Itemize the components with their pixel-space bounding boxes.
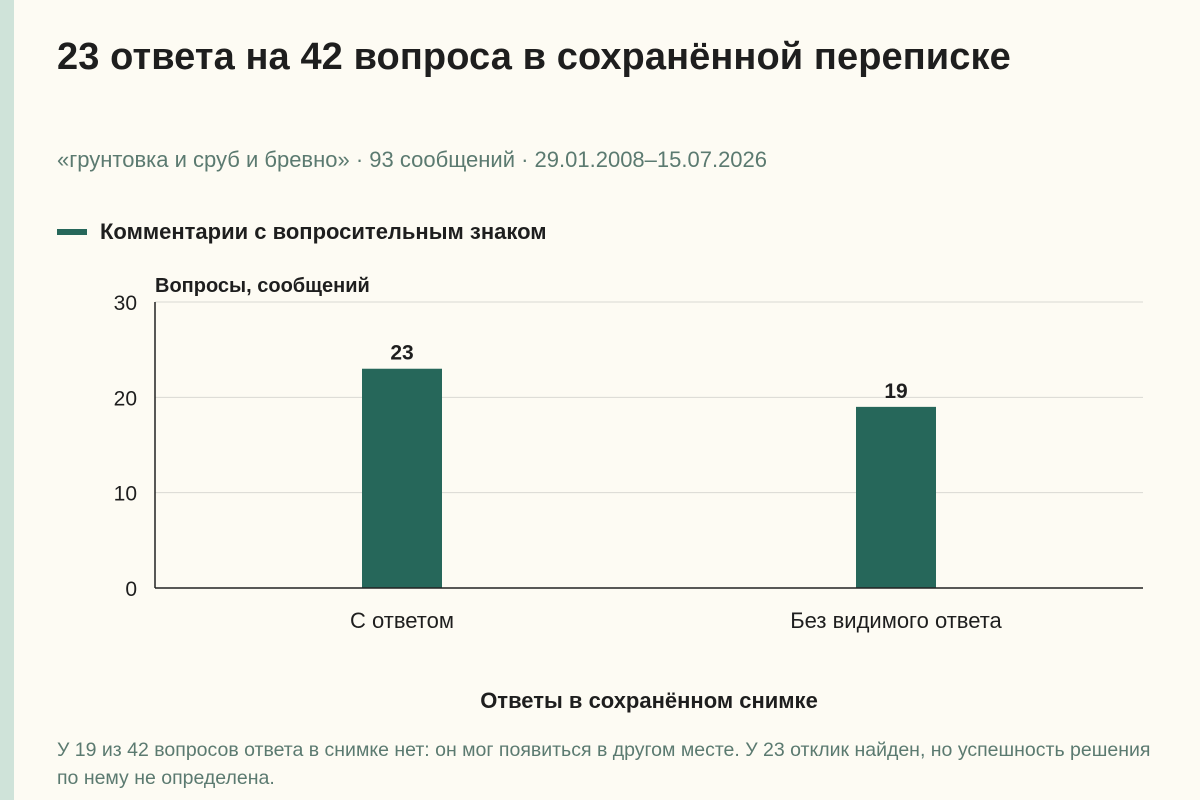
bar-chart: 0 10 20 30 Вопросы, сообщений 23 19 С ответо… (114, 275, 1143, 713)
page-title: 23 ответа на 42 вопроса в сохранённой пе… (57, 36, 1011, 78)
y-tick-label: 20 (114, 387, 137, 410)
x-tick-label: С ответом (350, 608, 454, 633)
x-axis-label: Ответы в сохранённом снимке (480, 688, 818, 713)
x-tick-label: Без видимого ответа (790, 608, 1002, 633)
subtitle: «грунтовка и сруб и бревно» · 93 сообщен… (57, 147, 768, 172)
bar (362, 368, 442, 588)
y-axis-label: Вопросы, сообщений (155, 275, 370, 297)
footnote: У 19 из 42 вопросов ответа в снимке нет:… (57, 739, 1151, 789)
data-labels: 23 19 (390, 342, 907, 403)
left-accent-strip (0, 0, 14, 800)
y-tick-label: 0 (125, 578, 137, 601)
grid-lines (155, 301, 1143, 494)
data-label: 23 (390, 342, 413, 365)
legend: Комментарии с вопросительным знаком (57, 219, 547, 245)
data-label: 19 (884, 380, 907, 403)
y-tick-label: 10 (114, 483, 137, 506)
legend-swatch (57, 229, 87, 235)
bars (362, 368, 936, 588)
y-tick-label: 30 (114, 292, 137, 315)
y-tick-labels: 0 10 20 30 (114, 292, 137, 601)
legend-label: Комментарии с вопросительным знаком (100, 219, 547, 244)
x-tick-labels: С ответом Без видимого ответа (350, 608, 1003, 633)
bar (856, 406, 936, 588)
